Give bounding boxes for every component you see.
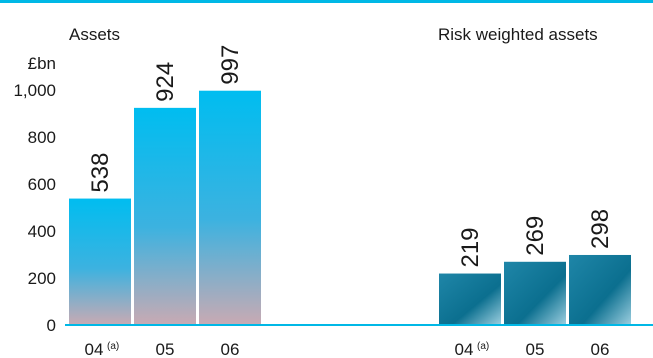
bar-value-label: 538 <box>87 153 114 193</box>
bar-value-label: 997 <box>217 45 244 85</box>
y-tick-label: 800 <box>28 128 56 147</box>
y-axis-ticks: 0 200 400 600 800 1,000 <box>13 81 56 335</box>
bar-assets-05 <box>134 107 196 325</box>
bar-value-label: 269 <box>522 216 549 256</box>
x-tick-superscript: (a) <box>107 341 119 352</box>
y-tick-label: 600 <box>28 175 56 194</box>
top-rule <box>0 0 653 3</box>
y-tick-label: 200 <box>28 269 56 288</box>
bar-value-label: 924 <box>152 62 179 102</box>
bars: 538 924 997 219 269 298 <box>69 45 631 325</box>
x-tick-label: 05 <box>156 340 175 358</box>
y-tick-label: 1,000 <box>13 81 56 100</box>
panel-title-risk-weighted-assets: Risk weighted assets <box>438 25 598 44</box>
bar-assets-06 <box>199 90 261 325</box>
panel-title-assets: Assets <box>69 25 120 44</box>
y-axis-unit-label: £bn <box>28 54 56 73</box>
bar-value-label: 298 <box>587 209 614 249</box>
bar-rwa-04 <box>439 273 501 325</box>
bar-value-label: 219 <box>457 227 484 267</box>
x-tick-superscript: (a) <box>477 341 489 352</box>
y-tick-label: 400 <box>28 222 56 241</box>
x-axis-labels: 04 (a) 05 06 04 (a) 05 06 <box>85 340 610 358</box>
x-tick-label: 05 <box>526 340 545 358</box>
x-tick-label: 06 <box>591 340 610 358</box>
bar-assets-04 <box>69 198 131 325</box>
x-tick-label: 04 <box>455 340 474 358</box>
bar-rwa-05 <box>504 261 566 325</box>
bar-rwa-06 <box>569 254 631 325</box>
x-tick-label: 04 <box>85 340 104 358</box>
y-tick-label: 0 <box>47 316 56 335</box>
x-tick-label: 06 <box>221 340 240 358</box>
